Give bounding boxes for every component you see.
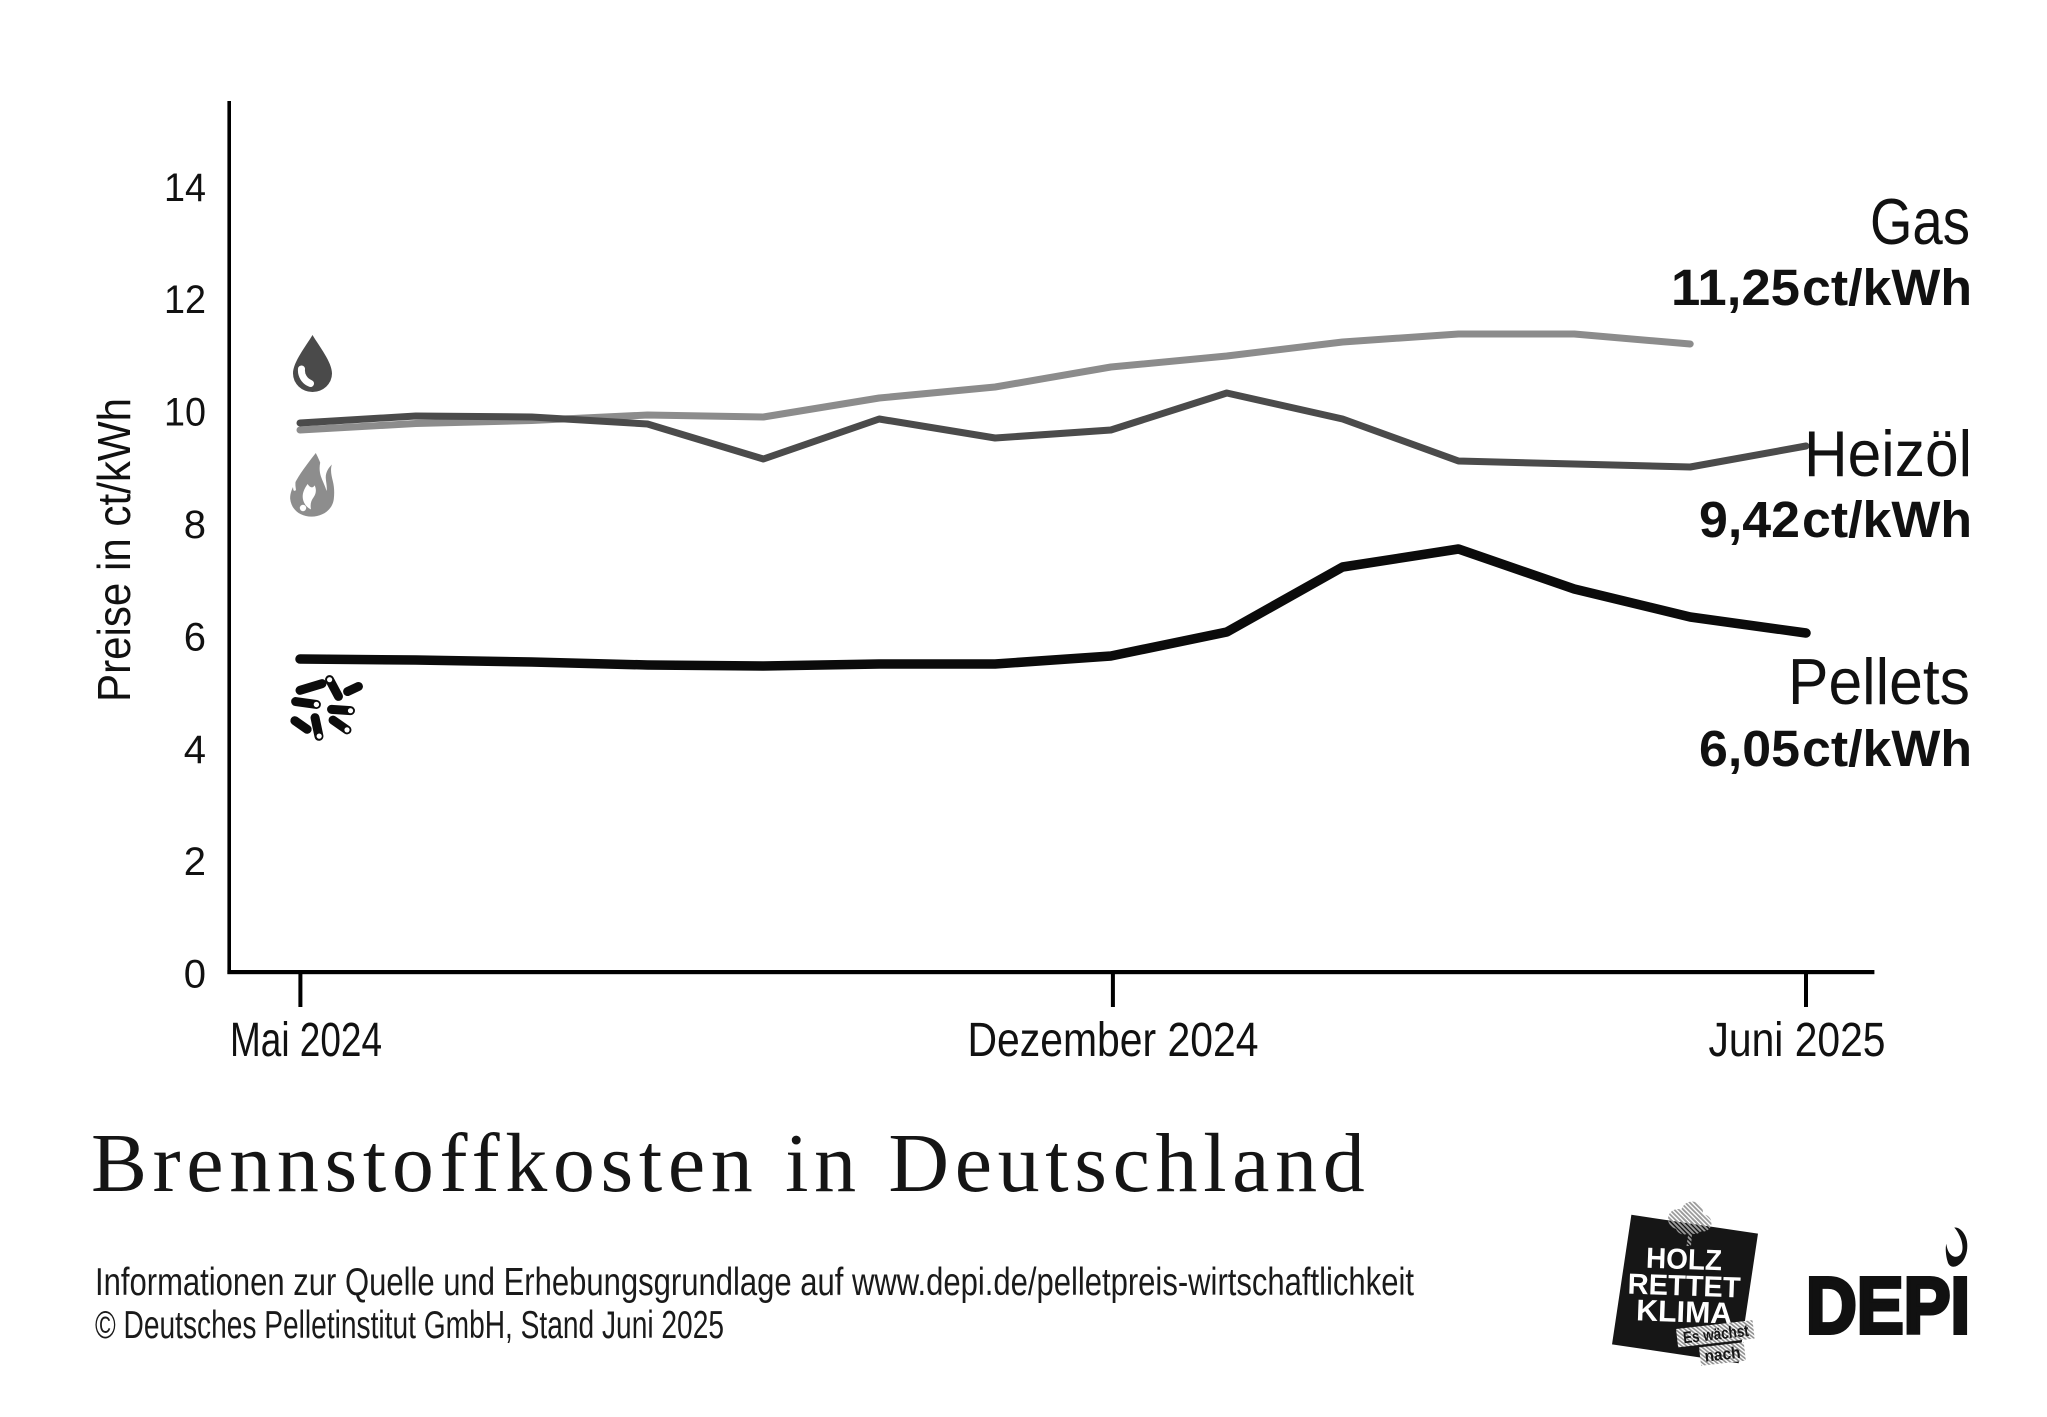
svg-text:0: 0 [184,953,206,997]
svg-text:6,05: 6,05 [1699,720,1800,777]
svg-text:9,42: 9,42 [1699,491,1800,548]
svg-text:Mai 2024: Mai 2024 [230,1014,382,1067]
svg-text:RETTET: RETTET [1627,1269,1741,1305]
svg-text:ct/kWh: ct/kWh [1802,720,1972,777]
svg-text:11,25: 11,25 [1671,259,1800,316]
svg-text:HOLZ: HOLZ [1646,1243,1723,1278]
svg-text:ct/kWh: ct/kWh [1802,491,1972,548]
svg-text:14: 14 [164,166,206,210]
svg-text:Juni 2025: Juni 2025 [1709,1014,1886,1067]
svg-text:Gas: Gas [1870,185,1970,258]
svg-text:Pellets: Pellets [1788,645,1970,718]
svg-text:Heizöl: Heizöl [1804,417,1972,490]
svg-text:Preise in ct/kWh: Preise in ct/kWh [88,398,140,702]
svg-text:2: 2 [184,840,206,884]
svg-text:nach: nach [1704,1344,1742,1366]
svg-text:4: 4 [184,728,206,772]
svg-text:8: 8 [184,503,206,547]
svg-text:ct/kWh: ct/kWh [1802,259,1972,316]
svg-text:6: 6 [184,615,206,659]
svg-text:Dezember 2024: Dezember 2024 [968,1014,1259,1067]
svg-text:10: 10 [164,391,206,435]
svg-text:DEPI: DEPI [1806,1261,1970,1350]
svg-text:12: 12 [164,278,206,322]
